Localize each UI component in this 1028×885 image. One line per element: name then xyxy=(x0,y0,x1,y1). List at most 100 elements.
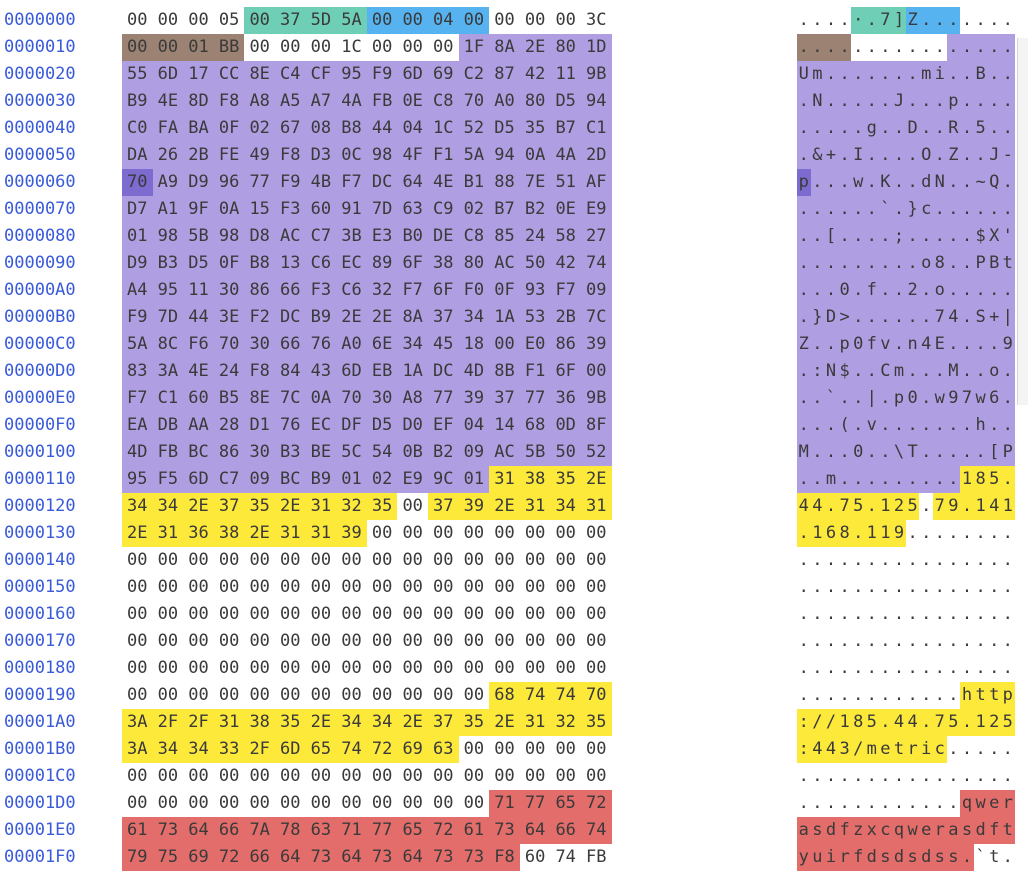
hex-byte[interactable]: 83 xyxy=(122,358,153,385)
ascii-char[interactable]: / xyxy=(824,709,838,736)
hex-byte[interactable]: 36 xyxy=(183,520,214,547)
hex-byte[interactable]: F8 xyxy=(244,358,275,385)
ascii-char[interactable]: r xyxy=(1001,790,1015,817)
ascii-char[interactable]: 7 xyxy=(933,304,947,331)
hex-byte[interactable]: 00 xyxy=(555,739,576,759)
ascii-char[interactable]: w xyxy=(905,817,920,844)
ascii-char[interactable]: d xyxy=(824,817,838,844)
ascii-char[interactable]: . xyxy=(934,37,945,57)
hex-byte[interactable]: 66 xyxy=(275,331,306,358)
ascii-char[interactable]: . xyxy=(851,412,865,439)
hex-byte[interactable]: 00 xyxy=(341,793,362,813)
hex-byte[interactable]: 38 xyxy=(519,466,551,493)
hex-byte[interactable]: 1A xyxy=(489,304,520,331)
hex-byte[interactable]: 00 xyxy=(310,766,332,786)
ascii-char[interactable]: f xyxy=(865,277,879,304)
ascii-char[interactable]: . xyxy=(812,793,823,813)
ascii-char[interactable]: B xyxy=(973,61,988,88)
ascii-char[interactable]: . xyxy=(839,631,850,651)
hex-byte[interactable]: 00 xyxy=(402,37,423,57)
ascii-char[interactable]: . xyxy=(921,766,932,786)
ascii-char[interactable]: . xyxy=(1001,196,1015,223)
ascii-char[interactable]: e xyxy=(987,790,1001,817)
ascii-char[interactable]: . xyxy=(961,739,973,759)
hex-byte[interactable]: C4 xyxy=(275,61,306,88)
ascii-char[interactable]: . xyxy=(960,709,974,736)
ascii-char[interactable]: 9 xyxy=(1001,331,1015,358)
hex-byte[interactable]: 60 xyxy=(524,847,546,867)
ascii-char[interactable]: . xyxy=(824,196,838,223)
hex-byte[interactable]: D5 xyxy=(550,88,581,115)
ascii-char[interactable]: . xyxy=(839,685,850,705)
hex-byte[interactable]: 00 xyxy=(157,577,179,597)
hex-byte[interactable]: 8E xyxy=(244,61,275,88)
hex-byte[interactable]: 00 xyxy=(249,550,270,570)
hex-byte[interactable]: B9 xyxy=(305,304,337,331)
hex-byte[interactable]: 00 xyxy=(249,577,270,597)
hex-byte[interactable]: 98 xyxy=(213,223,245,250)
hex-byte[interactable]: 00 xyxy=(366,7,398,34)
ascii-char[interactable]: . xyxy=(919,358,933,385)
hex-byte[interactable]: 00 xyxy=(127,577,148,597)
ascii-char[interactable]: . xyxy=(797,304,811,331)
ascii-char[interactable]: . xyxy=(921,577,932,597)
hex-byte[interactable]: 00 xyxy=(463,550,485,570)
hex-byte[interactable]: EC xyxy=(336,250,367,277)
hex-byte[interactable]: 86 xyxy=(550,331,581,358)
hex-byte[interactable]: 66 xyxy=(213,817,245,844)
hex-byte[interactable]: 86 xyxy=(244,277,275,304)
hex-byte[interactable]: 7D xyxy=(366,196,398,223)
hex-byte[interactable]: 00 xyxy=(402,577,423,597)
ascii-char[interactable]: . xyxy=(989,550,1000,570)
ascii-char[interactable]: [ xyxy=(987,439,1001,466)
ascii-char[interactable]: c xyxy=(919,196,933,223)
ascii-char[interactable]: . xyxy=(865,196,879,223)
ascii-char[interactable]: . xyxy=(865,304,879,331)
ascii-char[interactable]: . xyxy=(865,358,879,385)
ascii-char[interactable]: t xyxy=(1001,817,1015,844)
hex-byte[interactable]: DB xyxy=(152,412,184,439)
hex-byte[interactable]: 73 xyxy=(489,817,520,844)
hex-byte[interactable]: 00 xyxy=(249,631,270,651)
ascii-char[interactable]: 1 xyxy=(837,709,852,736)
ascii-char[interactable]: . xyxy=(934,523,945,543)
hex-byte[interactable]: 00 xyxy=(463,766,485,786)
hex-byte[interactable]: 00 xyxy=(188,685,209,705)
hex-byte[interactable]: 95 xyxy=(336,61,367,88)
hex-byte[interactable]: 00 xyxy=(494,523,515,543)
ascii-char[interactable]: . xyxy=(825,10,837,30)
ascii-char[interactable]: . xyxy=(905,169,920,196)
ascii-char[interactable]: . xyxy=(853,577,864,597)
ascii-char[interactable]: o xyxy=(919,250,933,277)
ascii-char[interactable]: . xyxy=(919,385,933,412)
ascii-char[interactable]: ; xyxy=(892,223,906,250)
hex-byte[interactable]: 0B xyxy=(397,439,428,466)
ascii-char[interactable]: . xyxy=(880,685,891,705)
hex-byte[interactable]: 00 xyxy=(581,358,612,385)
hex-byte[interactable]: 00 xyxy=(310,604,332,624)
hex-byte[interactable]: 00 xyxy=(402,766,423,786)
ascii-char[interactable]: s xyxy=(810,817,825,844)
hex-byte[interactable]: 00 xyxy=(280,685,301,705)
hex-byte[interactable]: C1 xyxy=(581,115,612,142)
hex-byte[interactable]: 38 xyxy=(428,250,459,277)
ascii-char[interactable]: . xyxy=(865,223,879,250)
hex-byte[interactable]: 00 xyxy=(249,793,270,813)
ascii-char[interactable]: . xyxy=(919,277,933,304)
ascii-char[interactable]: . xyxy=(892,250,906,277)
ascii-char[interactable]: . xyxy=(1002,604,1013,624)
hex-byte[interactable]: 31 xyxy=(305,520,337,547)
ascii-char[interactable]: } xyxy=(810,304,825,331)
ascii-char[interactable]: . xyxy=(824,493,838,520)
ascii-char[interactable]: . xyxy=(933,7,947,34)
hex-byte[interactable]: 00 xyxy=(127,10,148,30)
hex-byte[interactable]: 6D xyxy=(183,466,214,493)
ascii-char[interactable]: R xyxy=(946,115,961,142)
hex-byte[interactable]: 00 xyxy=(586,550,607,570)
ascii-char[interactable]: . xyxy=(987,34,1001,61)
hex-byte[interactable]: E9 xyxy=(397,466,428,493)
hex-byte[interactable]: 74 xyxy=(336,736,367,763)
hex-byte[interactable]: 00 xyxy=(157,604,179,624)
ascii-char[interactable]: . xyxy=(934,685,945,705)
ascii-char[interactable]: . xyxy=(878,250,893,277)
